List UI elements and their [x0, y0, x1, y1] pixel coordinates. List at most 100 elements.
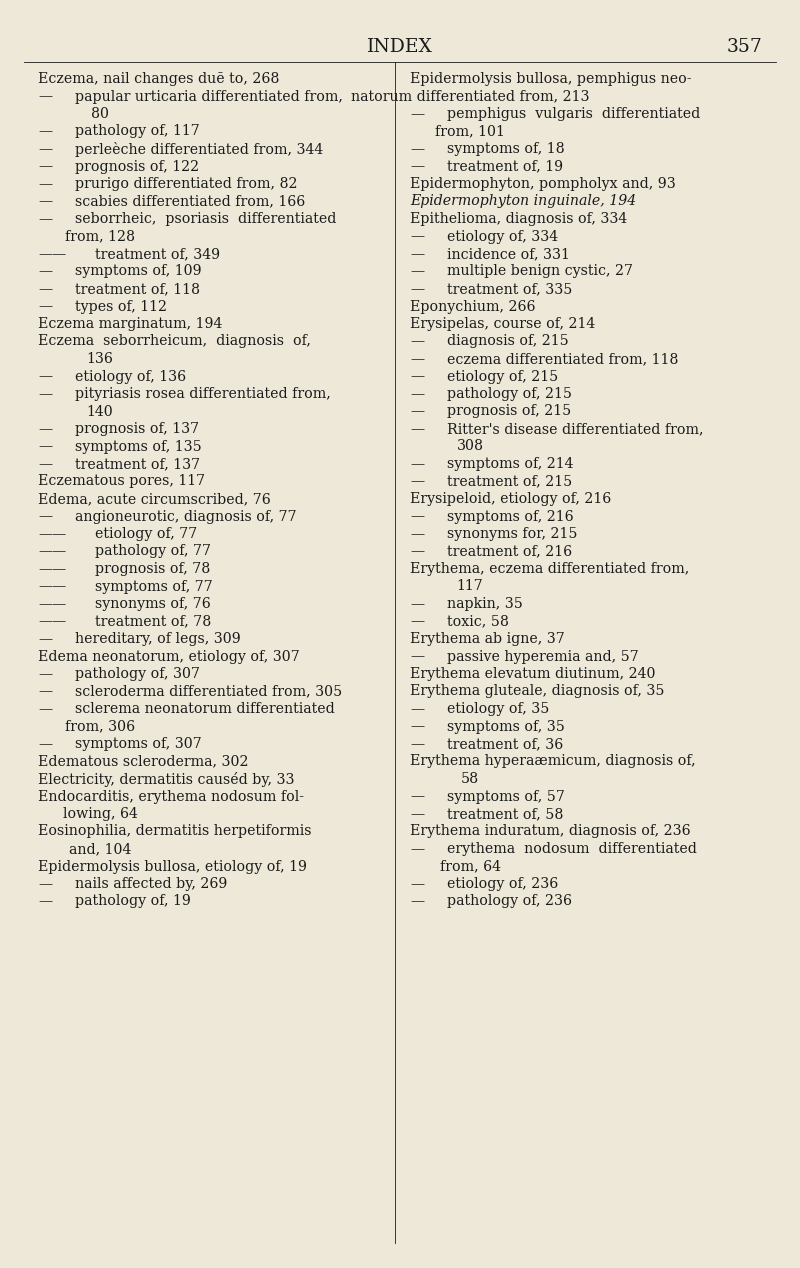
Text: prognosis of, 215: prognosis of, 215 — [447, 404, 571, 418]
Text: —: — — [38, 685, 52, 699]
Text: —: — — [410, 649, 424, 663]
Text: natorum differentiated from, 213: natorum differentiated from, 213 — [350, 90, 590, 104]
Text: prurigo differentiated from, 82: prurigo differentiated from, 82 — [75, 178, 298, 191]
Text: pemphigus  vulgaris  differentiated: pemphigus vulgaris differentiated — [447, 107, 700, 120]
Text: symptoms of, 109: symptoms of, 109 — [75, 265, 202, 279]
Text: treatment of, 215: treatment of, 215 — [447, 474, 572, 488]
Text: —: — — [38, 142, 52, 156]
Text: —: — — [38, 667, 52, 681]
Text: —: — — [38, 90, 52, 104]
Text: —: — — [410, 160, 424, 174]
Text: lowing, 64: lowing, 64 — [62, 806, 138, 820]
Text: etiology of, 334: etiology of, 334 — [447, 230, 558, 243]
Text: 140: 140 — [86, 404, 114, 418]
Text: ——: —— — [38, 527, 66, 541]
Text: synonyms of, 76: synonyms of, 76 — [95, 597, 210, 611]
Text: etiology of, 236: etiology of, 236 — [447, 877, 558, 891]
Text: Epidermophyton inguinale, 194: Epidermophyton inguinale, 194 — [410, 194, 636, 208]
Text: —: — — [38, 369, 52, 383]
Text: symptoms of, 135: symptoms of, 135 — [75, 440, 202, 454]
Text: from, 128: from, 128 — [65, 230, 135, 243]
Text: symptoms of, 18: symptoms of, 18 — [447, 142, 565, 156]
Text: synonyms for, 215: synonyms for, 215 — [447, 527, 578, 541]
Text: ——: —— — [38, 247, 66, 261]
Text: treatment of, 19: treatment of, 19 — [447, 160, 563, 174]
Text: treatment of, 58: treatment of, 58 — [447, 806, 563, 820]
Text: etiology of, 136: etiology of, 136 — [75, 369, 186, 383]
Text: 357: 357 — [726, 38, 762, 56]
Text: Edematous scleroderma, 302: Edematous scleroderma, 302 — [38, 754, 249, 768]
Text: 80: 80 — [91, 107, 109, 120]
Text: pathology of, 215: pathology of, 215 — [447, 387, 572, 401]
Text: symptoms of, 214: symptoms of, 214 — [447, 456, 574, 470]
Text: Erysipeloid, etiology of, 216: Erysipeloid, etiology of, 216 — [410, 492, 611, 506]
Text: Epidermophyton, pompholyx and, 93: Epidermophyton, pompholyx and, 93 — [410, 178, 676, 191]
Text: treatment of, 335: treatment of, 335 — [447, 281, 572, 295]
Text: —: — — [410, 281, 424, 295]
Text: symptoms of, 57: symptoms of, 57 — [447, 790, 565, 804]
Text: Eponychium, 266: Eponychium, 266 — [410, 299, 535, 313]
Text: —: — — [38, 877, 52, 891]
Text: treatment of, 118: treatment of, 118 — [75, 281, 200, 295]
Text: Erythema elevatum diutinum, 240: Erythema elevatum diutinum, 240 — [410, 667, 655, 681]
Text: —: — — [38, 178, 52, 191]
Text: ——: —— — [38, 579, 66, 593]
Text: sclerema neonatorum differentiated: sclerema neonatorum differentiated — [75, 702, 334, 716]
Text: —: — — [410, 369, 424, 383]
Text: —: — — [410, 877, 424, 891]
Text: pathology of, 77: pathology of, 77 — [95, 544, 211, 558]
Text: —: — — [38, 631, 52, 645]
Text: —: — — [38, 440, 52, 454]
Text: Erythema, eczema differentiated from,: Erythema, eczema differentiated from, — [410, 562, 690, 576]
Text: —: — — [38, 510, 52, 524]
Text: —: — — [410, 230, 424, 243]
Text: —: — — [410, 335, 424, 349]
Text: symptoms of, 307: symptoms of, 307 — [75, 737, 202, 751]
Text: pathology of, 117: pathology of, 117 — [75, 124, 200, 138]
Text: treatment of, 137: treatment of, 137 — [75, 456, 200, 470]
Text: Eosinophilia, dermatitis herpetiformis: Eosinophilia, dermatitis herpetiformis — [38, 824, 311, 838]
Text: erythema  nodosum  differentiated: erythema nodosum differentiated — [447, 842, 697, 856]
Text: —: — — [410, 790, 424, 804]
Text: incidence of, 331: incidence of, 331 — [447, 247, 570, 261]
Text: from, 101: from, 101 — [435, 124, 505, 138]
Text: pathology of, 19: pathology of, 19 — [75, 894, 191, 908]
Text: Erythema gluteale, diagnosis of, 35: Erythema gluteale, diagnosis of, 35 — [410, 685, 665, 699]
Text: Eczematous pores, 117: Eczematous pores, 117 — [38, 474, 205, 488]
Text: seborrheic,  psoriasis  differentiated: seborrheic, psoriasis differentiated — [75, 212, 336, 226]
Text: —: — — [410, 247, 424, 261]
Text: perleèche differentiated from, 344: perleèche differentiated from, 344 — [75, 142, 323, 157]
Text: Epidermolysis bullosa, pemphigus neo-: Epidermolysis bullosa, pemphigus neo- — [410, 72, 691, 86]
Text: treatment of, 216: treatment of, 216 — [447, 544, 572, 558]
Text: —: — — [38, 281, 52, 295]
Text: —: — — [410, 456, 424, 470]
Text: —: — — [38, 387, 52, 401]
Text: Ritter's disease differentiated from,: Ritter's disease differentiated from, — [447, 422, 703, 436]
Text: ——: —— — [38, 597, 66, 611]
Text: toxic, 58: toxic, 58 — [447, 615, 509, 629]
Text: eczema differentiated from, 118: eczema differentiated from, 118 — [447, 353, 678, 366]
Text: ——: —— — [38, 562, 66, 576]
Text: —: — — [38, 299, 52, 313]
Text: treatment of, 349: treatment of, 349 — [95, 247, 220, 261]
Text: —: — — [410, 894, 424, 908]
Text: INDEX: INDEX — [367, 38, 433, 56]
Text: —: — — [38, 265, 52, 279]
Text: —: — — [38, 212, 52, 226]
Text: etiology of, 77: etiology of, 77 — [95, 527, 198, 541]
Text: symptoms of, 216: symptoms of, 216 — [447, 510, 574, 524]
Text: —: — — [410, 842, 424, 856]
Text: —: — — [410, 702, 424, 716]
Text: diagnosis of, 215: diagnosis of, 215 — [447, 335, 569, 349]
Text: —: — — [410, 544, 424, 558]
Text: —: — — [410, 422, 424, 436]
Text: Edema, acute circumscribed, 76: Edema, acute circumscribed, 76 — [38, 492, 270, 506]
Text: —: — — [410, 265, 424, 279]
Text: ——: —— — [38, 544, 66, 558]
Text: —: — — [410, 806, 424, 820]
Text: from, 64: from, 64 — [439, 860, 501, 874]
Text: —: — — [38, 160, 52, 174]
Text: pityriasis rosea differentiated from,: pityriasis rosea differentiated from, — [75, 387, 330, 401]
Text: —: — — [38, 737, 52, 751]
Text: angioneurotic, diagnosis of, 77: angioneurotic, diagnosis of, 77 — [75, 510, 297, 524]
